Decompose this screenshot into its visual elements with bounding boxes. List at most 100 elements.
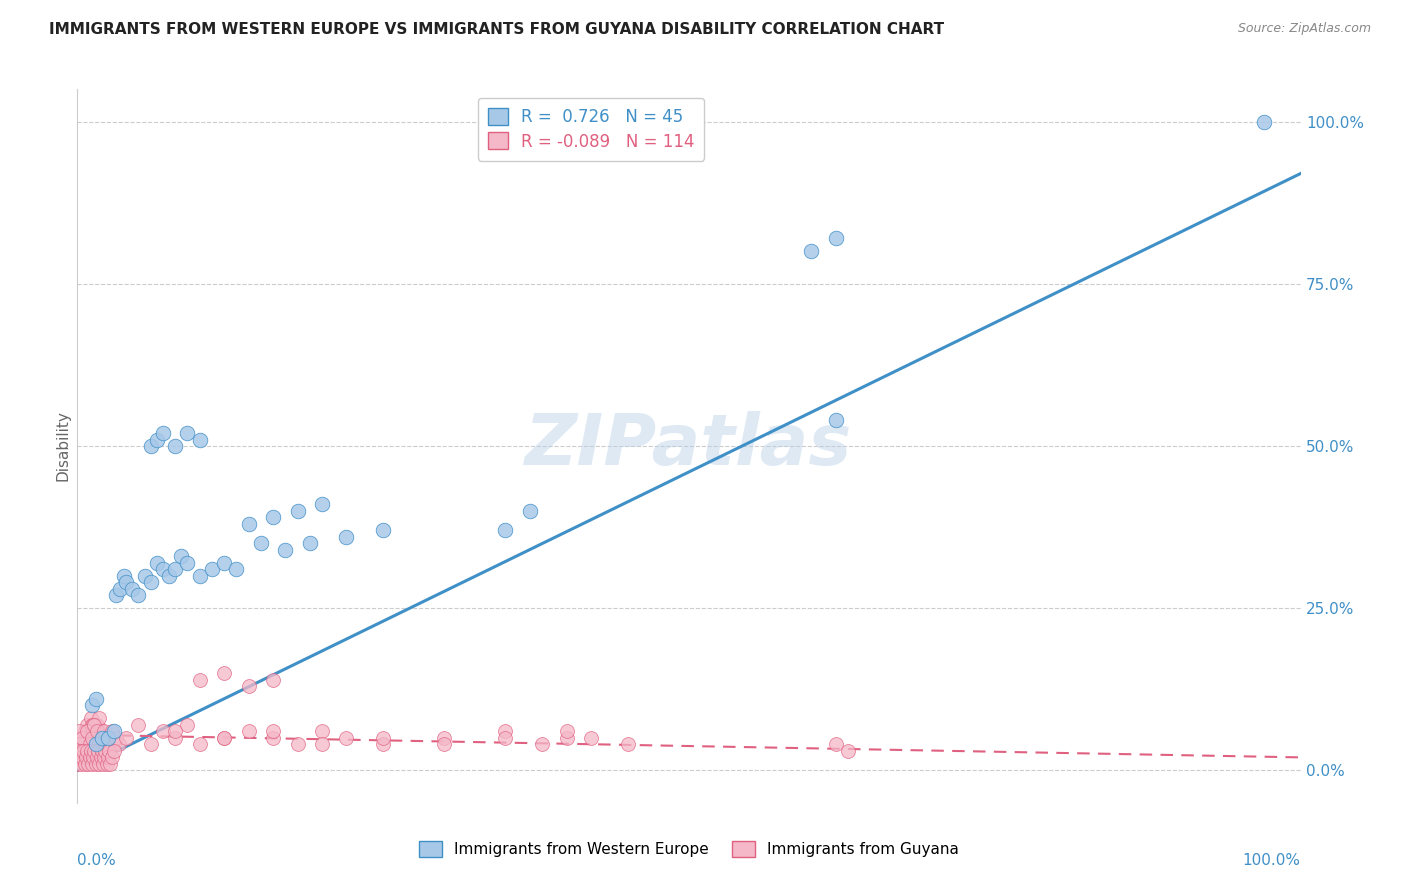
Point <box>128 588 150 602</box>
Point <box>82 718 104 732</box>
Point <box>176 556 198 570</box>
Point <box>170 549 193 564</box>
Point <box>824 738 846 752</box>
Point <box>103 744 125 758</box>
Point <box>79 731 101 745</box>
Point <box>96 738 118 752</box>
Point <box>115 575 138 590</box>
Point <box>495 524 517 538</box>
Point <box>93 750 115 764</box>
Point <box>69 738 91 752</box>
Point <box>83 731 105 745</box>
Point <box>80 698 103 713</box>
Point <box>311 497 333 511</box>
Point <box>108 738 131 752</box>
Point <box>86 750 108 764</box>
Point <box>433 731 456 745</box>
Point <box>108 582 131 596</box>
Point <box>66 750 89 764</box>
Point <box>67 750 90 764</box>
Point <box>84 731 107 745</box>
Point <box>212 556 235 570</box>
Point <box>73 744 96 758</box>
Point <box>139 738 162 752</box>
Point <box>824 231 846 245</box>
Point <box>87 738 110 752</box>
Point <box>97 731 120 745</box>
Text: 100.0%: 100.0% <box>1243 853 1301 868</box>
Point <box>84 756 107 771</box>
Point <box>73 724 96 739</box>
Point <box>94 744 117 758</box>
Point <box>90 750 112 764</box>
Point <box>238 516 260 531</box>
Point <box>67 744 90 758</box>
Point <box>69 738 91 752</box>
Point <box>176 718 198 732</box>
Point <box>157 568 180 582</box>
Point <box>72 731 94 745</box>
Point <box>824 413 846 427</box>
Point <box>188 568 211 582</box>
Point <box>76 744 98 758</box>
Point <box>82 750 104 764</box>
Text: IMMIGRANTS FROM WESTERN EUROPE VS IMMIGRANTS FROM GUYANA DISABILITY CORRELATION : IMMIGRANTS FROM WESTERN EUROPE VS IMMIGR… <box>49 22 945 37</box>
Point <box>112 568 135 582</box>
Point <box>100 724 122 739</box>
Point <box>98 756 121 771</box>
Point <box>98 744 121 758</box>
Point <box>100 750 122 764</box>
Point <box>73 756 96 771</box>
Point <box>86 724 108 739</box>
Point <box>87 724 110 739</box>
Point <box>146 433 169 447</box>
Point <box>84 738 107 752</box>
Point <box>274 542 297 557</box>
Point <box>90 744 112 758</box>
Point <box>212 731 235 745</box>
Point <box>800 244 823 259</box>
Point <box>188 673 211 687</box>
Point <box>97 750 120 764</box>
Point <box>201 562 224 576</box>
Point <box>1253 114 1275 128</box>
Point <box>80 731 103 745</box>
Point <box>335 731 357 745</box>
Point <box>96 756 118 771</box>
Point <box>250 536 273 550</box>
Point <box>103 738 125 752</box>
Point <box>93 724 115 739</box>
Point <box>77 756 100 771</box>
Point <box>495 724 517 739</box>
Point <box>84 738 107 752</box>
Point <box>146 556 169 570</box>
Point <box>371 524 394 538</box>
Point <box>80 744 103 758</box>
Point <box>311 724 333 739</box>
Point <box>519 504 541 518</box>
Point <box>90 731 112 745</box>
Point <box>69 744 91 758</box>
Point <box>79 750 101 764</box>
Point <box>70 731 93 745</box>
Point <box>188 738 211 752</box>
Point <box>188 433 211 447</box>
Point <box>90 744 112 758</box>
Point <box>617 738 640 752</box>
Point <box>152 562 174 576</box>
Point <box>433 738 456 752</box>
Point <box>75 744 97 758</box>
Point <box>98 731 121 745</box>
Point <box>298 536 321 550</box>
Y-axis label: Disability: Disability <box>55 410 70 482</box>
Point <box>80 718 103 732</box>
Point <box>82 724 104 739</box>
Point <box>90 724 112 739</box>
Text: 0.0%: 0.0% <box>77 853 117 868</box>
Point <box>72 738 94 752</box>
Point <box>531 738 554 752</box>
Point <box>262 731 284 745</box>
Point <box>335 530 357 544</box>
Point <box>152 724 174 739</box>
Point <box>165 724 187 739</box>
